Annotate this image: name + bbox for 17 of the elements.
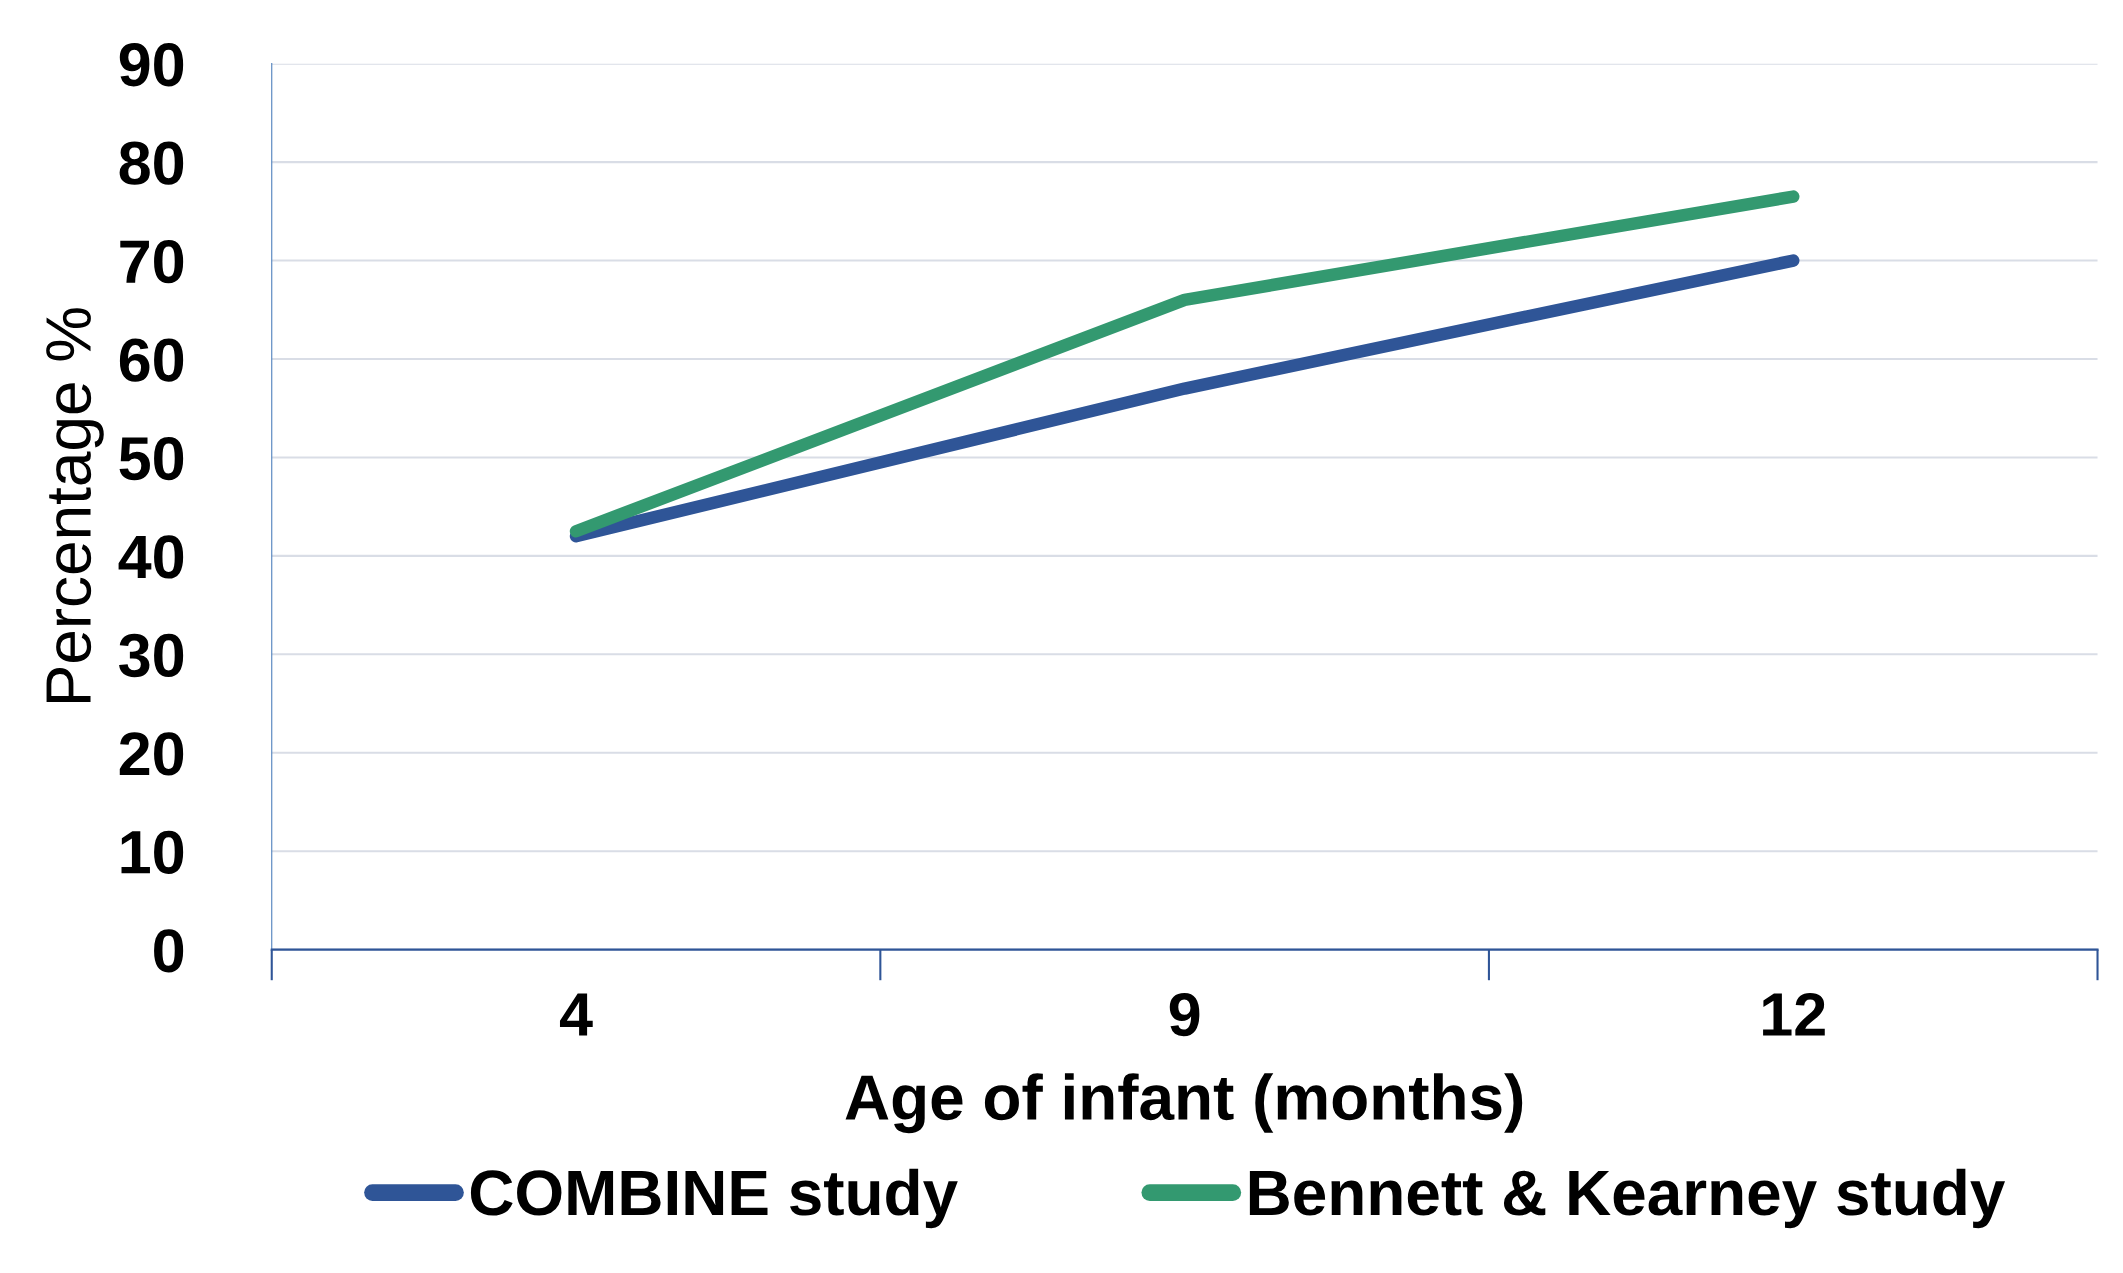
y-tick-label: 80 bbox=[119, 141, 184, 185]
legend-label: COMBINE study bbox=[470, 1168, 958, 1229]
y-tick-label: 70 bbox=[120, 240, 184, 284]
x-tick-label: 12 bbox=[1763, 992, 1825, 1036]
y-tick-label: 0 bbox=[154, 929, 184, 973]
x-tick-label: 9 bbox=[1169, 992, 1200, 1037]
y-tick-label: 40 bbox=[118, 535, 184, 579]
x-tick-label: 4 bbox=[559, 993, 593, 1036]
legend-label: Bennett & Kearney study bbox=[1249, 1168, 2006, 1229]
y-axis-title: Percentage % bbox=[46, 308, 104, 703]
y-tick-label: 60 bbox=[119, 338, 184, 382]
y-tick-label: 90 bbox=[119, 43, 184, 87]
y-tick-label: 20 bbox=[119, 732, 184, 776]
y-tick-label: 10 bbox=[121, 830, 184, 874]
y-tick-label: 30 bbox=[119, 633, 184, 678]
y-tick-label: 50 bbox=[119, 436, 184, 481]
x-axis-title: Age of infant (months) bbox=[845, 1073, 1523, 1134]
